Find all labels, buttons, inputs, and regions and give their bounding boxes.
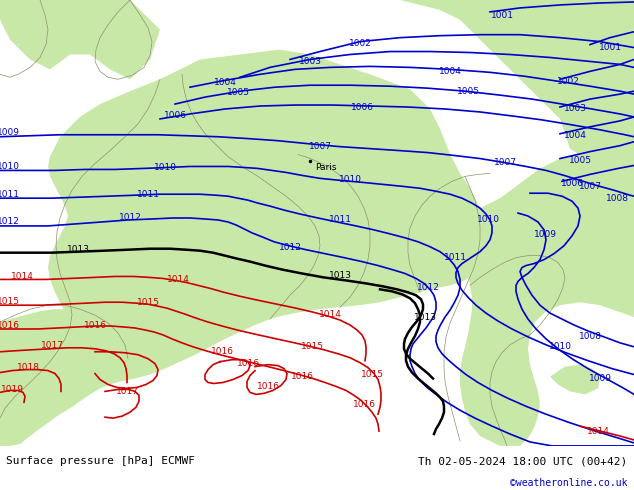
Text: 1008: 1008 [605,194,628,203]
Text: 1016: 1016 [84,320,107,329]
Polygon shape [550,365,600,394]
Text: 1001: 1001 [491,11,514,21]
Text: 1007: 1007 [578,182,602,191]
Text: 1004: 1004 [439,67,462,76]
Text: 1017: 1017 [115,387,138,396]
Text: 1016: 1016 [290,372,313,381]
Text: 1010: 1010 [477,216,500,224]
Text: 1014: 1014 [586,426,609,436]
Text: ©weatheronline.co.uk: ©weatheronline.co.uk [510,478,628,489]
Text: 1009: 1009 [588,374,612,383]
Text: 1005: 1005 [456,87,479,96]
Text: 1015: 1015 [0,297,20,306]
Polygon shape [460,153,634,446]
Polygon shape [0,0,160,79]
Text: 1009: 1009 [0,128,20,137]
Text: 1012: 1012 [278,243,301,252]
Text: 1011: 1011 [328,216,351,224]
Polygon shape [400,0,634,178]
Text: 1016: 1016 [353,400,375,409]
Polygon shape [0,307,160,446]
Text: 1005: 1005 [226,88,250,97]
Text: Surface pressure [hPa] ECMWF: Surface pressure [hPa] ECMWF [6,456,195,466]
Text: 1006: 1006 [351,102,373,112]
Text: 1007: 1007 [309,142,332,151]
Text: 1011: 1011 [0,190,20,199]
Text: 1015: 1015 [361,370,384,379]
Text: 1012: 1012 [119,214,141,222]
Text: 1011: 1011 [136,190,160,199]
Text: 1014: 1014 [11,272,34,281]
Text: 1001: 1001 [598,43,621,52]
Text: 1016: 1016 [0,320,20,329]
Text: 1014: 1014 [167,275,190,284]
Text: 1002: 1002 [557,77,579,86]
Text: 1013: 1013 [413,313,436,321]
Text: 1008: 1008 [578,332,602,342]
Text: 1010: 1010 [0,162,20,171]
Text: 1012: 1012 [0,218,20,226]
Text: 1019: 1019 [1,385,23,394]
Text: 1010: 1010 [548,343,571,351]
Text: Paris: Paris [315,163,337,172]
Text: 1011: 1011 [444,253,467,262]
Text: 1010: 1010 [153,163,176,172]
Text: 1004: 1004 [214,78,236,87]
Text: 1015: 1015 [301,343,323,351]
Text: 1013: 1013 [328,271,351,280]
Text: 1009: 1009 [533,230,557,239]
Text: 1016: 1016 [236,359,259,368]
Text: 1016: 1016 [257,382,280,391]
Text: 1003: 1003 [564,104,586,114]
Text: 1012: 1012 [417,283,439,292]
Text: 1002: 1002 [349,39,372,48]
Text: 1013: 1013 [67,245,89,254]
Polygon shape [0,49,495,446]
Text: 1007: 1007 [493,158,517,167]
Text: 1015: 1015 [136,298,160,307]
Text: 1018: 1018 [16,363,39,372]
Text: 1016: 1016 [210,347,233,356]
Text: 1017: 1017 [41,342,63,350]
Text: 1006: 1006 [164,111,186,121]
Text: Th 02-05-2024 18:00 UTC (00+42): Th 02-05-2024 18:00 UTC (00+42) [418,456,628,466]
Text: 1014: 1014 [318,310,342,318]
Text: 1006: 1006 [560,179,583,188]
Text: 1010: 1010 [339,175,361,184]
Text: 1005: 1005 [569,156,592,165]
Text: 1004: 1004 [564,131,586,140]
Text: 1003: 1003 [299,57,321,66]
